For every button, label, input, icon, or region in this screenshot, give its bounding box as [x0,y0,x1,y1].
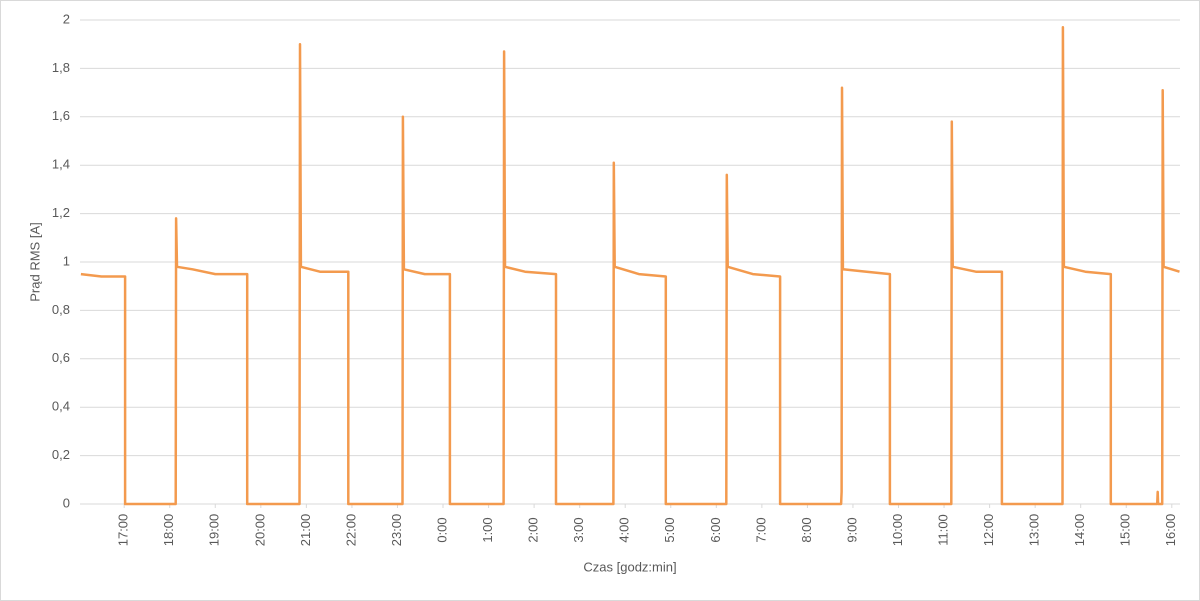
data-line [80,26,1180,506]
y-tick-label: 1,8 [52,60,70,75]
x-tick-label: 11:00 [935,514,950,546]
x-tick-label: 7:00 [753,517,768,542]
x-tick-label: 17:00 [116,514,131,547]
x-tick-label: 20:00 [252,514,267,547]
x-tick-label: 3:00 [571,517,586,542]
x-tick-label: 8:00 [799,517,814,542]
y-tick-label: 1,2 [52,205,70,220]
y-tick-label: 2 [63,11,70,26]
x-tick-label: 19:00 [207,514,222,547]
x-tick-label: 6:00 [708,517,723,542]
x-tick-label: 12:00 [981,514,996,547]
y-tick-label: 0,8 [52,302,70,317]
y-tick-label: 0,2 [52,447,70,462]
x-tick-label: 2:00 [526,517,541,542]
y-tick-label: 1,6 [52,108,70,123]
x-tick-label: 10:00 [890,514,905,547]
x-tick-label: 0:00 [434,517,449,542]
x-tick-label: 16:00 [1163,514,1178,547]
y-tick-label: 0 [63,495,70,510]
y-axis-title: Prąd RMS [A] [27,222,42,301]
y-tick-label: 0,4 [52,399,70,414]
x-tick-label: 21:00 [298,514,313,547]
x-tick-label: 23:00 [389,514,404,547]
x-tick-label: 15:00 [1118,514,1133,547]
x-tick-label: 5:00 [662,517,677,542]
x-tick-label: 1:00 [480,517,495,542]
y-tick-label: 0,6 [52,350,70,365]
x-tick-label: 13:00 [1027,514,1042,547]
x-tick-label: 9:00 [844,517,859,542]
y-tick-label: 1,4 [52,157,70,172]
x-tick-label: 22:00 [343,514,358,547]
x-tick-label: 14:00 [1072,514,1087,547]
x-tick-label: 18:00 [161,514,176,547]
x-axis-title: Czas [godz:min] [583,559,676,574]
x-tick-label: 4:00 [617,517,632,542]
y-tick-label: 1 [63,253,70,268]
